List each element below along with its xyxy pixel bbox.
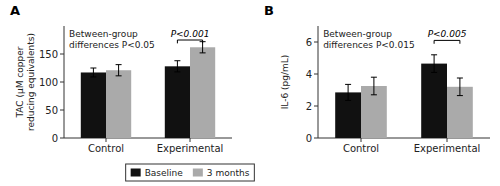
y-tick (314, 138, 318, 139)
bar (81, 72, 106, 138)
annotation: Between-group (323, 29, 392, 39)
y-tick-label: 50 (45, 105, 58, 116)
legend-label: 3 months (207, 168, 250, 178)
significance-label: P<0.001 (171, 29, 210, 39)
significance-bracket (177, 40, 202, 43)
y-tick (314, 106, 318, 107)
panel: A050100150TAC (μM copperreducing equival… (10, 3, 232, 154)
error-bar (90, 68, 96, 77)
y-tick-label: 4 (306, 69, 312, 80)
y-axis-label-line: IL-6 (pg/mL) (280, 55, 290, 110)
y-axis (318, 26, 319, 138)
y-axis-label: IL-6 (pg/mL) (280, 55, 290, 110)
error-bar (116, 65, 122, 76)
x-tick (361, 138, 362, 142)
bar (165, 66, 190, 138)
significance-label: P<0.005 (428, 29, 467, 39)
annotation: differences P<0.015 (323, 40, 414, 50)
legend-frame (126, 164, 255, 181)
x-tick-label: Experimental (157, 143, 224, 154)
x-tick-label: Control (343, 143, 379, 154)
legend-swatch (193, 169, 203, 177)
y-axis-label-line: reducing equivalents) (26, 33, 36, 131)
y-axis (64, 26, 65, 138)
annotation: Between-group (69, 29, 138, 39)
error-bar (371, 77, 377, 95)
y-tick (60, 82, 64, 83)
marks (335, 55, 473, 138)
y-tick-label: 0 (306, 133, 312, 144)
y-tick-label: 100 (39, 77, 58, 88)
panel-title: B (264, 3, 274, 18)
marks (81, 42, 215, 138)
significance-bracket (434, 40, 460, 43)
y-axis-label-line: TAC (μM copper (15, 46, 25, 118)
x-tick-label: Experimental (414, 143, 481, 154)
y-tick-label: 6 (306, 37, 312, 48)
x-tick-label: Control (88, 143, 124, 154)
y-tick (60, 110, 64, 111)
x-tick (190, 138, 191, 142)
y-tick-label: 2 (306, 101, 312, 112)
bar (421, 64, 447, 138)
error-bar (457, 78, 463, 96)
y-axis-label: TAC (μM copperreducing equivalents) (15, 33, 36, 131)
figure: A050100150TAC (μM copperreducing equival… (0, 0, 500, 186)
error-bar (431, 55, 437, 73)
y-tick (60, 138, 64, 139)
bar (190, 47, 215, 138)
y-tick (314, 74, 318, 75)
y-tick (314, 42, 318, 43)
y-tick (60, 54, 64, 55)
x-tick (106, 138, 107, 142)
error-bar (345, 84, 351, 100)
legend: Baseline 3 months (126, 164, 255, 181)
error-bar (174, 61, 180, 72)
legend-label: Baseline (145, 168, 184, 178)
panel-title: A (10, 3, 20, 18)
bar (106, 70, 131, 138)
panel: B 0 2 4 6 IL-6 (pg/mL) Control Experimental Betw… (264, 3, 490, 154)
x-tick (447, 138, 448, 142)
annotation: differences P<0.05 (69, 40, 155, 50)
legend-swatch (131, 169, 141, 177)
y-tick-label: 150 (39, 49, 58, 60)
y-tick-label: 0 (52, 133, 58, 144)
